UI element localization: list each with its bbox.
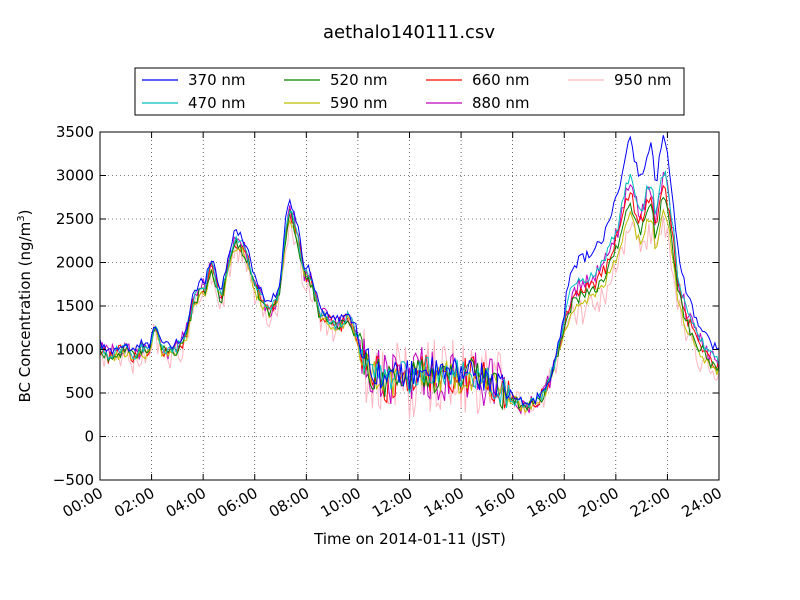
x-axis-label: Time on 2014-01-11 (JST)	[313, 530, 506, 548]
y-axis-label-main: BC Concentration (ng/m	[16, 222, 34, 403]
series-line-470-nm	[99, 169, 720, 410]
chart-title: aethalo140111.csv	[323, 22, 495, 43]
y-tick-label: 1000	[56, 341, 94, 359]
legend-label: 520 nm	[330, 71, 388, 89]
legend-label: 950 nm	[614, 71, 672, 89]
legend-label: 660 nm	[472, 71, 530, 89]
y-tick-label: 1500	[56, 297, 94, 315]
y-tick-label: 0	[84, 428, 94, 446]
series-line-660-nm	[99, 184, 720, 412]
legend-items: 370 nm 470 nm 520 nm 590 nm 660 nm 880 nm 950 …	[142, 71, 672, 112]
x-tick-label: 24:00	[679, 484, 725, 521]
legend-frame	[134, 67, 685, 116]
y-tick-labels: −500 0 500 1000 1500 2000 2500 3000 3500	[53, 123, 94, 489]
x-tick-label: 00:00	[60, 484, 106, 521]
x-tick-label: 10:00	[317, 484, 363, 521]
axis-ticks	[99, 131, 720, 481]
y-axis-label-close: )	[16, 210, 34, 216]
y-axis-label-superscript: 3	[16, 215, 27, 221]
x-tick-label: 18:00	[524, 484, 570, 521]
legend-label: 880 nm	[472, 94, 530, 112]
y-tick-label: −500	[53, 471, 94, 489]
series-line-880-nm	[99, 171, 720, 415]
series-lines	[99, 135, 720, 419]
legend-label: 590 nm	[330, 94, 388, 112]
y-tick-label: 2000	[56, 254, 94, 272]
legend-label: 370 nm	[188, 71, 246, 89]
y-tick-label: 3500	[56, 123, 94, 141]
y-tick-label: 2500	[56, 210, 94, 228]
x-tick-label: 04:00	[163, 484, 209, 521]
x-tick-label: 22:00	[627, 484, 673, 521]
y-tick-label: 500	[65, 384, 94, 402]
series-line-370-nm	[99, 135, 720, 407]
x-tick-label: 08:00	[266, 484, 312, 521]
legend-label: 470 nm	[188, 94, 246, 112]
legend: 370 nm 470 nm 520 nm 590 nm 660 nm 880 nm 950 …	[134, 67, 685, 116]
x-tick-label: 12:00	[369, 484, 415, 521]
x-tick-label: 20:00	[575, 484, 621, 521]
x-tick-labels: 00:00 02:00 04:00 06:00 08:00 10:00 12:00 14:00…	[60, 484, 725, 521]
series-line-950-nm	[99, 214, 720, 419]
x-tick-label: 06:00	[214, 484, 260, 521]
x-tick-label: 14:00	[421, 484, 467, 521]
y-axis-label: BC Concentration (ng/m3)	[16, 210, 34, 403]
y-tick-label: 3000	[56, 167, 94, 185]
x-tick-label: 02:00	[111, 484, 157, 521]
x-tick-label: 16:00	[472, 484, 518, 521]
